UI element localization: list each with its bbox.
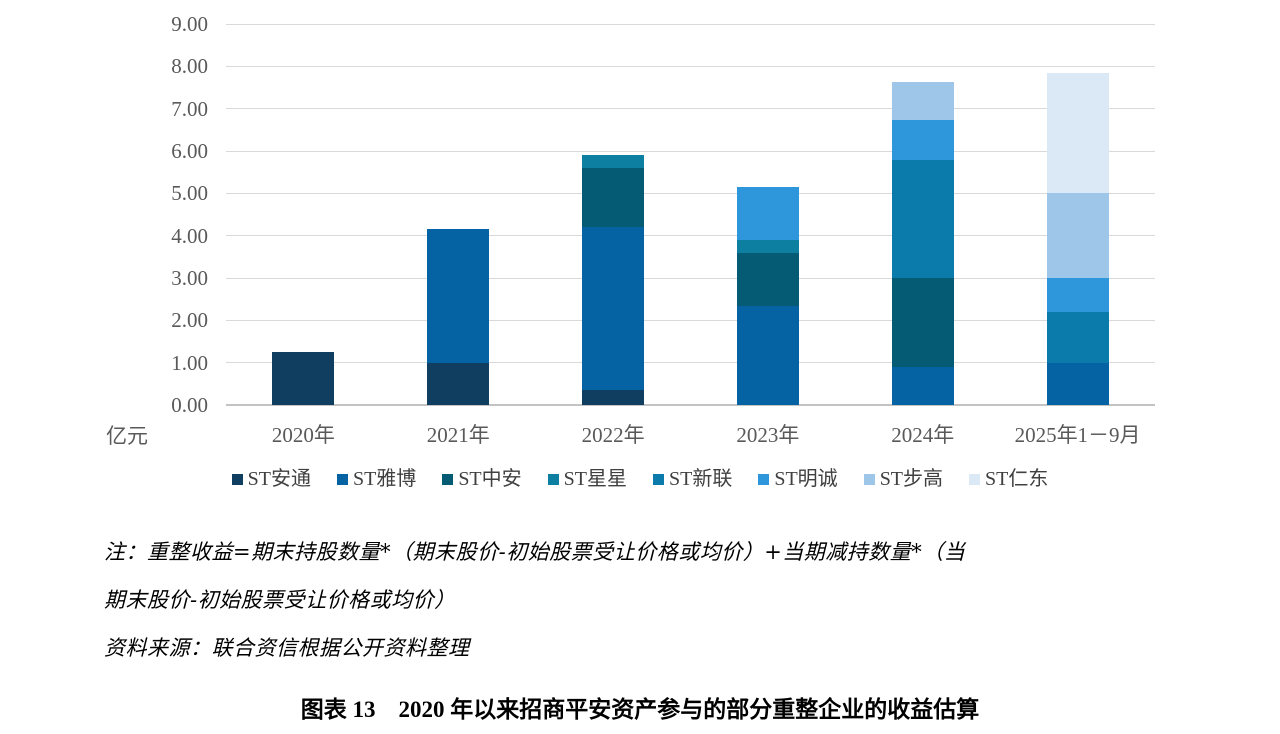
- gridline: [226, 362, 1155, 364]
- legend-label: ST步高: [879, 468, 944, 490]
- gridline: [226, 235, 1155, 237]
- legend-swatch-icon: [969, 473, 981, 485]
- note-line-1: 注：重整收益=期末持股数量*（期末股价-初始股票受让价格或均价）+当期减持数量*…: [104, 540, 966, 564]
- bar-segment-ST安通-2020年: [272, 352, 335, 405]
- y-axis-tick-label: 9.00: [171, 12, 208, 36]
- legend-swatch-icon: [653, 473, 664, 485]
- legend-swatch-icon: [863, 473, 875, 485]
- bar-segment-ST步高-2025年1－9月: [1046, 193, 1109, 278]
- y-axis-tick-label: 3.00: [171, 266, 208, 290]
- legend-label: ST星星: [563, 468, 627, 490]
- bar-segment-ST新联-2025年1－9月: [1046, 311, 1109, 363]
- legend-label: ST中安: [458, 468, 522, 490]
- bar-segment-ST星星-2022年: [582, 155, 645, 168]
- legend-item-ST新联: ST新联: [653, 468, 732, 490]
- gridline: [226, 192, 1155, 194]
- y-axis-tick-labels: 0.00 1.00 2.00 3.00 4.00 5.00 6.00 7.00 8.00 9.00: [118, 0, 208, 430]
- x-axis-label-2023年: 2023年: [736, 423, 800, 447]
- legend-swatch-icon: [758, 473, 770, 485]
- legend-label: ST新联: [669, 468, 733, 490]
- y-axis-tick-label: 7.00: [171, 96, 208, 121]
- bar-segment-ST新联-2024年: [891, 160, 954, 278]
- bar-segment-ST明诚-2023年: [736, 187, 799, 240]
- legend-item-ST明诚: ST明诚: [758, 468, 838, 490]
- legend-item-ST中安: ST中安: [442, 468, 522, 490]
- y-axis-tick-label: 2.00: [171, 308, 208, 333]
- bar-segment-ST雅博-2024年: [891, 366, 954, 405]
- bar-segment-ST雅博-2021年: [427, 229, 490, 363]
- bar-segment-ST雅博-2025年1－9月: [1046, 362, 1109, 405]
- x-axis-label-2021年: 2021年: [426, 423, 490, 447]
- legend-label: ST安通: [247, 468, 311, 490]
- x-axis-line: [226, 404, 1155, 406]
- legend-swatch-icon: [336, 473, 348, 485]
- note-line-3: 资料来源：联合资信根据公开资料整理: [104, 636, 470, 660]
- legend-label: ST仁东: [985, 468, 1049, 490]
- x-axis-label-2024年: 2024年: [891, 423, 955, 447]
- bar-segment-ST雅博-2022年: [582, 227, 645, 391]
- chart-notes: 注：重整收益=期末持股数量*（期末股价-初始股票受让价格或均价）+当期减持数量*…: [104, 528, 1184, 672]
- y-axis-tick-label: 6.00: [171, 139, 208, 163]
- legend-item-ST星星: ST星星: [547, 468, 627, 490]
- gridline: [226, 108, 1155, 110]
- x-axis-label-2025年1－9月: 2025年1－9月: [1014, 423, 1141, 447]
- chart-legend: ST安通 ST雅博 ST中安 ST星星 ST新联 ST明诚 ST步高 ST仁东: [0, 468, 1280, 490]
- bar-segment-ST中安-2022年: [582, 167, 645, 228]
- gridline: [226, 150, 1155, 152]
- legend-item-ST仁东: ST仁东: [969, 468, 1048, 490]
- gridline: [226, 23, 1155, 25]
- legend-label: ST雅博: [352, 468, 417, 490]
- bar-segment-ST中安-2024年: [891, 278, 954, 367]
- legend-label: ST明诚: [774, 468, 838, 490]
- legend-item-ST步高: ST步高: [863, 468, 944, 490]
- y-axis-unit-label: 亿元: [106, 424, 148, 448]
- bar-segment-ST步高-2024年: [891, 82, 954, 121]
- legend-item-ST安通: ST安通: [231, 468, 311, 490]
- bar-segment-ST安通-2021年: [427, 362, 490, 405]
- legend-swatch-icon: [231, 473, 243, 485]
- x-axis-label-2022年: 2022年: [581, 423, 645, 447]
- bar-segment-ST仁东-2025年1－9月: [1046, 72, 1109, 194]
- bar-segment-ST中安-2023年: [736, 252, 799, 306]
- gridline: [226, 319, 1155, 321]
- y-axis-tick-label: 1.00: [171, 350, 208, 375]
- gridline: [226, 65, 1155, 67]
- bar-segment-ST星星-2023年: [736, 239, 799, 253]
- y-axis-tick-label: 4.00: [171, 223, 208, 248]
- y-axis-tick-label: 5.00: [171, 181, 208, 206]
- bar-segment-ST安通-2022年: [582, 390, 645, 405]
- legend-item-ST雅博: ST雅博: [336, 468, 417, 490]
- legend-swatch-icon: [442, 473, 454, 485]
- note-line-2: 期末股价-初始股票受让价格或均价）: [104, 588, 456, 612]
- legend-swatch-icon: [547, 473, 559, 485]
- bar-segment-ST明诚-2024年: [891, 120, 954, 161]
- y-axis-tick-label: 0.00: [171, 393, 208, 417]
- y-axis-tick-label: 8.00: [171, 54, 208, 79]
- bar-segment-ST明诚-2025年1－9月: [1046, 278, 1109, 312]
- figure-caption: 图表 13 2020 年以来招商平安资产参与的部分重整企业的收益估算: [300, 697, 980, 722]
- x-axis-labels: 2020年 2021年 2022年 2023年 2024年 2025年1－9月: [226, 419, 1155, 449]
- gridline: [226, 277, 1155, 279]
- x-axis-label-2020年: 2020年: [271, 423, 335, 447]
- plot-area: [226, 23, 1155, 406]
- bar-segment-ST雅博-2023年: [736, 305, 799, 405]
